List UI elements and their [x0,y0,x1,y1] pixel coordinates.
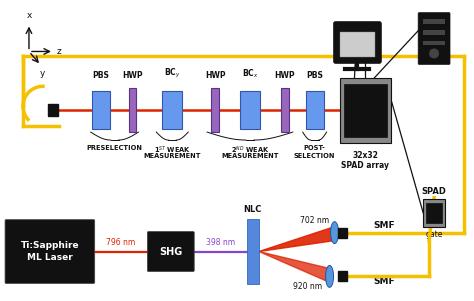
Text: PBS: PBS [92,71,109,80]
Ellipse shape [326,265,334,287]
Text: SPAD: SPAD [422,187,447,196]
Text: z: z [57,47,62,56]
Text: 796 nm: 796 nm [106,237,136,247]
Text: PRESELECTION: PRESELECTION [87,145,143,151]
FancyBboxPatch shape [147,232,194,272]
Bar [423,29,445,35]
FancyBboxPatch shape [418,13,450,64]
Bar [48,104,58,116]
Text: 32x32
SPAD array: 32x32 SPAD array [341,150,390,170]
Bar [337,272,347,281]
Text: 398 nm: 398 nm [206,237,235,247]
FancyBboxPatch shape [5,220,95,283]
Text: BC$_y$: BC$_y$ [164,67,181,80]
Text: SMF: SMF [374,221,395,230]
Text: Ti:Sapphire
ML Laser: Ti:Sapphire ML Laser [20,241,79,262]
Bar [91,91,109,129]
Bar [281,88,289,132]
Text: y: y [40,69,46,78]
Bar [211,88,219,132]
Text: SMF: SMF [374,277,395,286]
Text: PBS: PBS [306,71,323,80]
Bar [339,78,391,143]
Text: x: x [26,11,32,20]
FancyBboxPatch shape [334,22,381,64]
Polygon shape [259,252,329,282]
Bar [426,203,442,223]
Bar [128,88,137,132]
Text: gate: gate [425,230,443,239]
Text: 702 nm: 702 nm [300,216,329,225]
Bar [339,32,375,57]
Text: POST-: POST- [304,145,326,151]
Text: BC$_x$: BC$_x$ [242,68,258,80]
Text: MEASUREMENT: MEASUREMENT [221,153,279,159]
Text: 1$^{ST}$ WEAK: 1$^{ST}$ WEAK [154,145,191,156]
Bar [423,41,445,45]
Bar [423,19,445,23]
Bar [240,91,260,129]
Ellipse shape [330,222,338,244]
Text: HWP: HWP [122,71,143,80]
Bar [247,219,259,284]
Text: NLC: NLC [244,205,262,214]
Bar [337,228,347,237]
Bar [163,91,182,129]
Circle shape [429,48,439,58]
Text: MEASUREMENT: MEASUREMENT [144,153,201,159]
Text: HWP: HWP [205,71,226,80]
Text: SELECTION: SELECTION [294,153,336,159]
Polygon shape [259,227,335,252]
Text: SHG: SHG [159,247,182,256]
Bar [306,91,324,129]
Bar [344,84,387,137]
Text: 2$^{ND}$ WEAK: 2$^{ND}$ WEAK [231,145,269,156]
Bar [423,199,445,227]
Text: HWP: HWP [274,71,295,80]
Text: 920 nm: 920 nm [293,282,322,291]
